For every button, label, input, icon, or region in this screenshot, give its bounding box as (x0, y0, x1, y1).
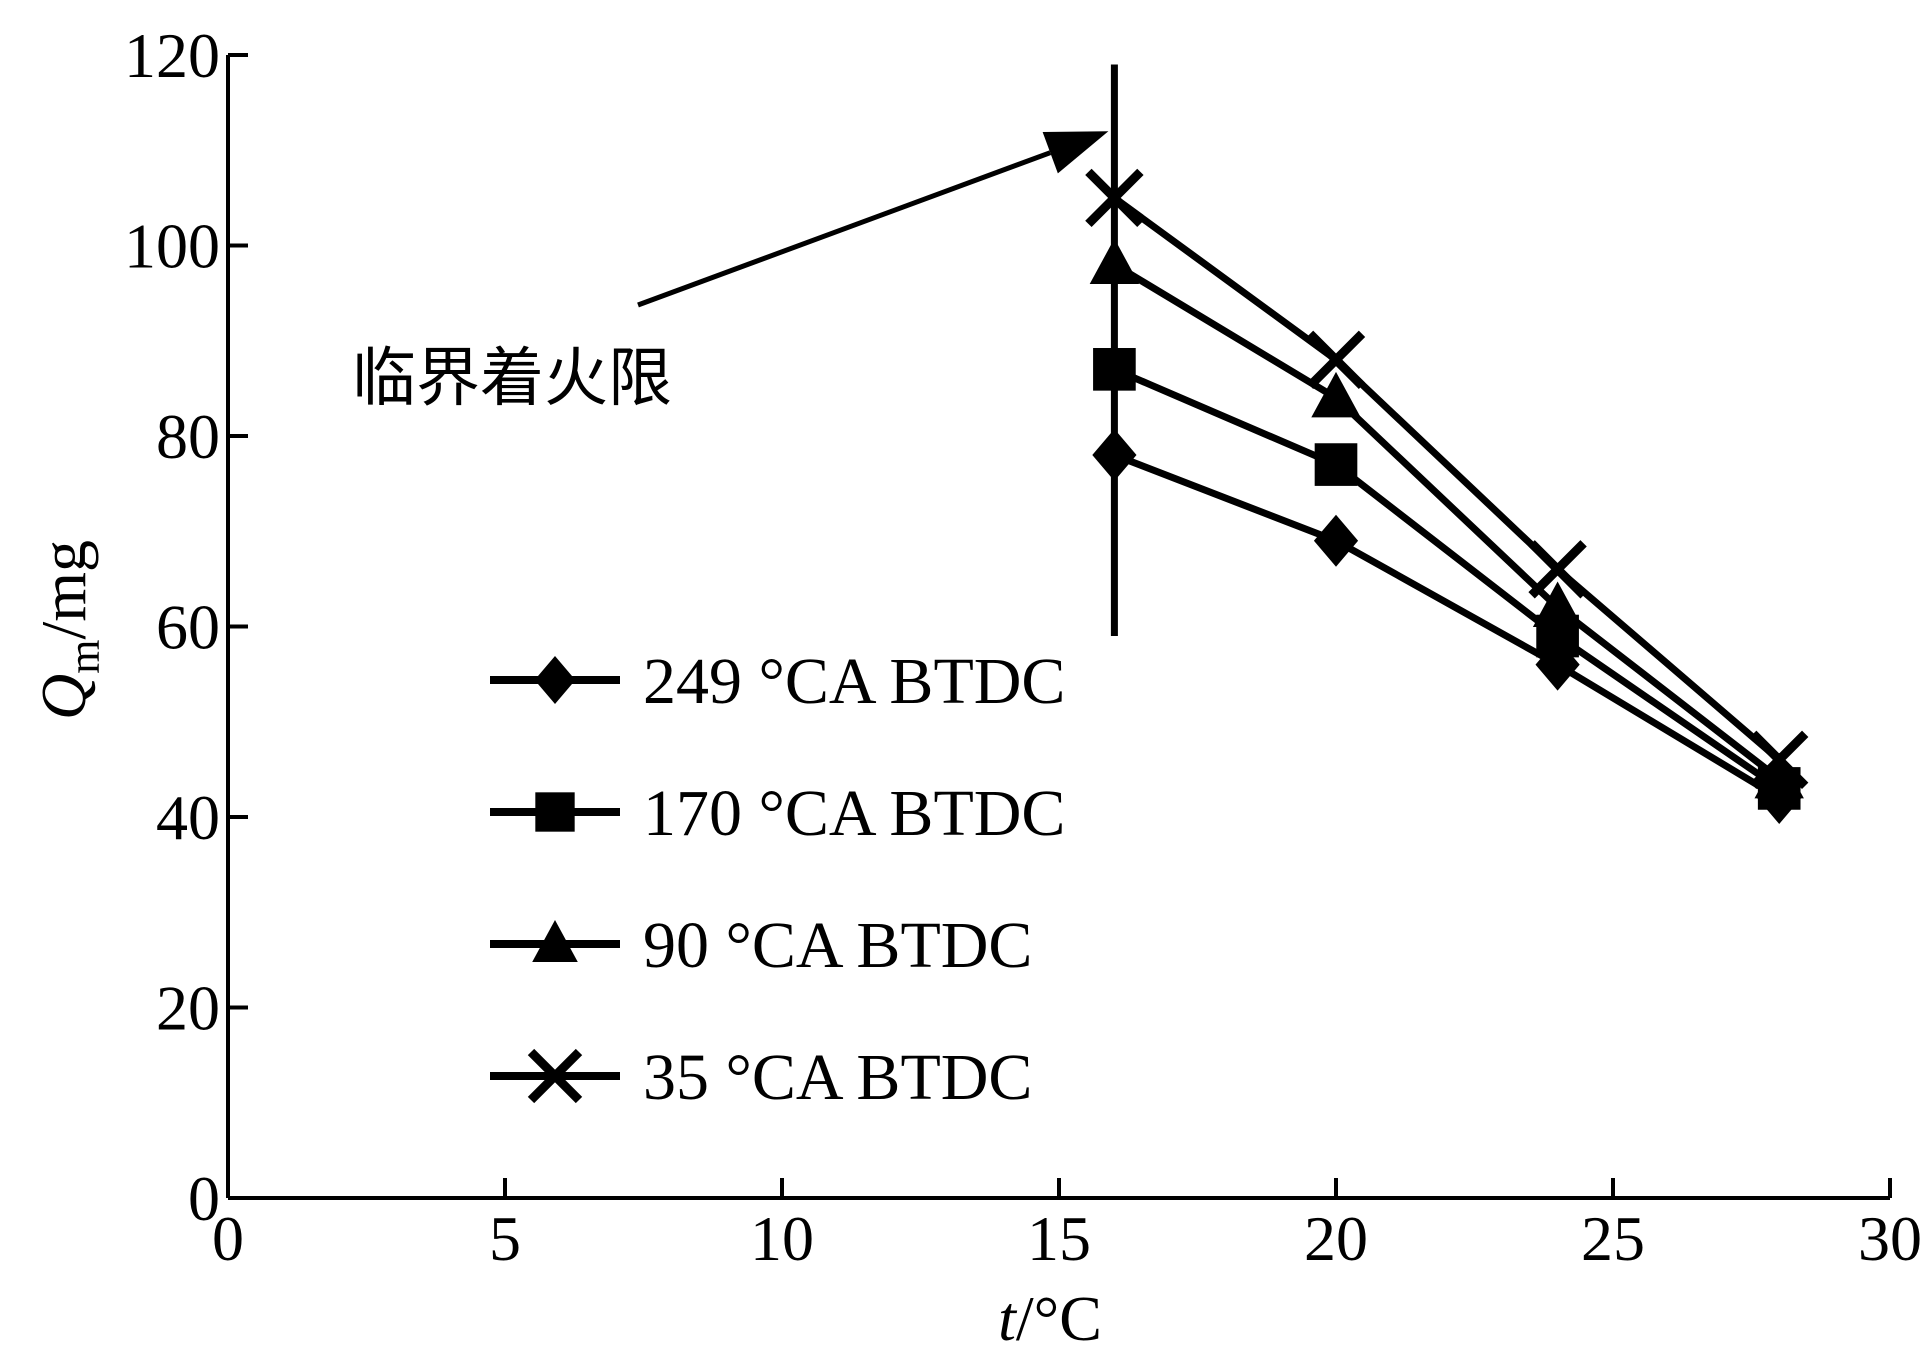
data-point-x (1306, 330, 1366, 389)
series-line (1113, 366, 1782, 792)
x-tick-label: 20 (1304, 1203, 1368, 1274)
marker-x-stroke (1306, 330, 1366, 389)
y-axis-title: Qm/mg (28, 540, 109, 720)
series-line (1112, 195, 1782, 763)
annotation-label: 临界着火限 (352, 342, 672, 416)
data-point-x (1750, 730, 1809, 790)
legend-label: 90 °CA BTDC (643, 909, 1032, 982)
legend-label: 35 °CA BTDC (643, 1041, 1032, 1114)
legend-marker-x (527, 1048, 583, 1104)
legend: 249 °CA BTDC 170 °CA BTDC 90 °CA BTDC 35 °C… (490, 645, 1065, 1114)
annotation-arrowhead (1042, 131, 1109, 174)
x-axis-title: t/°C (998, 1283, 1102, 1354)
y-tick-label: 40 (156, 782, 220, 853)
series-3 (1089, 238, 1804, 799)
data-point-triangle (1311, 371, 1361, 418)
annotation: 临界着火限 (352, 131, 1109, 416)
y-tick-label: 120 (124, 20, 220, 91)
y-ticks: 0 20 40 60 80 100 120 (124, 20, 248, 1234)
data-point-square (1093, 348, 1136, 391)
legend-item: 90 °CA BTDC (490, 909, 1032, 982)
legend-marker-diamond (534, 656, 576, 704)
marker-x-stroke (1528, 540, 1587, 599)
series-layer (1085, 168, 1809, 824)
data-point-x (1085, 168, 1144, 228)
legend-label: 170 °CA BTDC (643, 777, 1065, 850)
y-tick-label: 80 (156, 401, 220, 472)
data-point-x (1528, 540, 1587, 599)
y-tick-label: 100 (124, 211, 220, 282)
x-tick-label: 25 (1581, 1203, 1645, 1274)
series-4 (1085, 168, 1809, 790)
series-2 (1093, 348, 1801, 810)
marker-x-stroke (527, 1048, 583, 1104)
legend-label: 249 °CA BTDC (643, 645, 1065, 718)
series-line (1112, 261, 1782, 782)
y-tick-label: 20 (156, 973, 220, 1044)
data-point-triangle (1754, 752, 1804, 799)
x-tick-label: 30 (1858, 1203, 1922, 1274)
marker-x-stroke (1750, 730, 1809, 790)
y-tick-label: 0 (188, 1163, 220, 1234)
x-tick-label: 10 (750, 1203, 814, 1274)
data-point-square (1314, 443, 1358, 486)
legend-marker-square (535, 792, 575, 832)
data-point-diamond (1092, 429, 1137, 482)
legend-item: 35 °CA BTDC (490, 1041, 1032, 1114)
data-point-triangle (1089, 238, 1140, 285)
axes (226, 55, 1890, 1200)
x-ticks: 0 5 10 15 20 25 30 (212, 1178, 1922, 1274)
data-point-diamond (1313, 514, 1359, 567)
legend-marker-triangle (532, 920, 578, 962)
x-tick-label: 0 (212, 1203, 244, 1274)
x-tick-label: 15 (1027, 1203, 1091, 1274)
marker-x-stroke (1085, 168, 1144, 228)
y-tick-label: 60 (156, 592, 220, 663)
annotation-arrow-line (637, 150, 1052, 308)
x-tick-label: 5 (489, 1203, 521, 1274)
legend-item: 170 °CA BTDC (490, 777, 1065, 850)
series-1 (1092, 429, 1802, 824)
data-point-triangle (1532, 581, 1583, 627)
series-line (1113, 451, 1782, 801)
legend-item: 249 °CA BTDC (490, 645, 1065, 718)
